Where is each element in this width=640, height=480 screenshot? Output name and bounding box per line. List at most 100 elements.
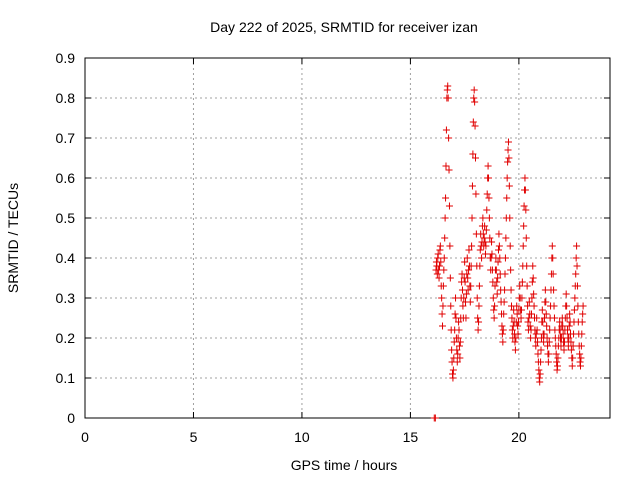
data-point [540, 330, 548, 338]
data-point [534, 338, 542, 346]
data-point [499, 338, 507, 346]
data-point [544, 358, 552, 366]
data-point [503, 174, 511, 182]
data-point [484, 162, 492, 170]
data-point [577, 342, 585, 350]
data-point [470, 94, 478, 102]
data-point [553, 358, 561, 366]
data-point [511, 346, 519, 354]
data-point [565, 322, 573, 330]
x-tick-label: 0 [81, 429, 89, 445]
data-point [464, 274, 472, 282]
data-point [517, 314, 525, 322]
data-point [522, 234, 530, 242]
data-point [560, 338, 568, 346]
data-point [503, 194, 511, 202]
data-point [450, 354, 458, 362]
data-point [494, 258, 502, 266]
data-point [491, 282, 499, 290]
data-point [567, 338, 575, 346]
data-point [572, 270, 580, 278]
data-point [517, 306, 525, 314]
data-point [567, 346, 575, 354]
data-point [573, 282, 581, 290]
data-point [446, 274, 454, 282]
data-point [444, 82, 452, 90]
data-point [570, 306, 578, 314]
data-point [552, 350, 560, 358]
data-point [534, 350, 542, 358]
data-point [469, 150, 477, 158]
data-point [442, 162, 450, 170]
data-point [475, 318, 483, 326]
data-point [524, 302, 532, 310]
data-point [524, 318, 532, 326]
data-point [439, 322, 447, 330]
data-point [462, 290, 470, 298]
data-point [504, 158, 512, 166]
data-point [498, 322, 506, 330]
data-point [576, 350, 584, 358]
data-point [485, 194, 493, 202]
data-point [445, 134, 453, 142]
x-axis-label: GPS time / hours [291, 457, 398, 473]
data-point [529, 274, 537, 282]
data-point [490, 314, 498, 322]
data-point [565, 334, 573, 342]
data-point [454, 334, 462, 342]
data-point [508, 314, 516, 322]
data-point [531, 334, 539, 342]
data-point [481, 250, 489, 258]
data-point [488, 250, 496, 258]
chart-title: Day 222 of 2025, SRMTID for receiver iza… [210, 19, 478, 35]
data-point [451, 310, 459, 318]
data-point [578, 330, 586, 338]
data-point [489, 294, 497, 302]
data-point [513, 302, 521, 310]
y-tick-label: 0.3 [56, 290, 76, 306]
data-point [573, 262, 581, 270]
data-point [545, 350, 553, 358]
data-point [550, 302, 558, 310]
data-point [474, 314, 482, 322]
data-point [440, 266, 448, 274]
data-point [465, 246, 473, 254]
y-tick-label: 0.2 [56, 330, 76, 346]
data-point [571, 294, 579, 302]
data-point [488, 238, 496, 246]
data-point [483, 190, 491, 198]
data-point [538, 306, 546, 314]
data-point [500, 298, 508, 306]
data-point [520, 222, 528, 230]
data-point [532, 342, 540, 350]
data-point [438, 310, 446, 318]
data-point [563, 314, 571, 322]
data-point [549, 270, 557, 278]
y-tick-label: 0.6 [56, 170, 76, 186]
data-point [440, 254, 448, 262]
data-point [511, 338, 519, 346]
data-point [494, 246, 502, 254]
data-point [514, 322, 522, 330]
data-point [522, 206, 530, 214]
y-tick-label: 0.1 [56, 370, 76, 386]
data-point [536, 370, 544, 378]
data-point [485, 214, 493, 222]
data-point [504, 146, 512, 154]
data-point [528, 278, 536, 286]
data-point [476, 262, 484, 270]
data-point [479, 230, 487, 238]
data-point [468, 214, 476, 222]
data-point [469, 118, 477, 126]
data-point [476, 246, 484, 254]
data-point [542, 310, 550, 318]
y-tick-label: 0.4 [56, 250, 76, 266]
data-point [512, 334, 520, 342]
data-point [481, 238, 489, 246]
data-point [579, 310, 587, 318]
data-point [550, 286, 558, 294]
data-point [442, 126, 450, 134]
data-point [471, 98, 479, 106]
data-point [494, 274, 502, 282]
